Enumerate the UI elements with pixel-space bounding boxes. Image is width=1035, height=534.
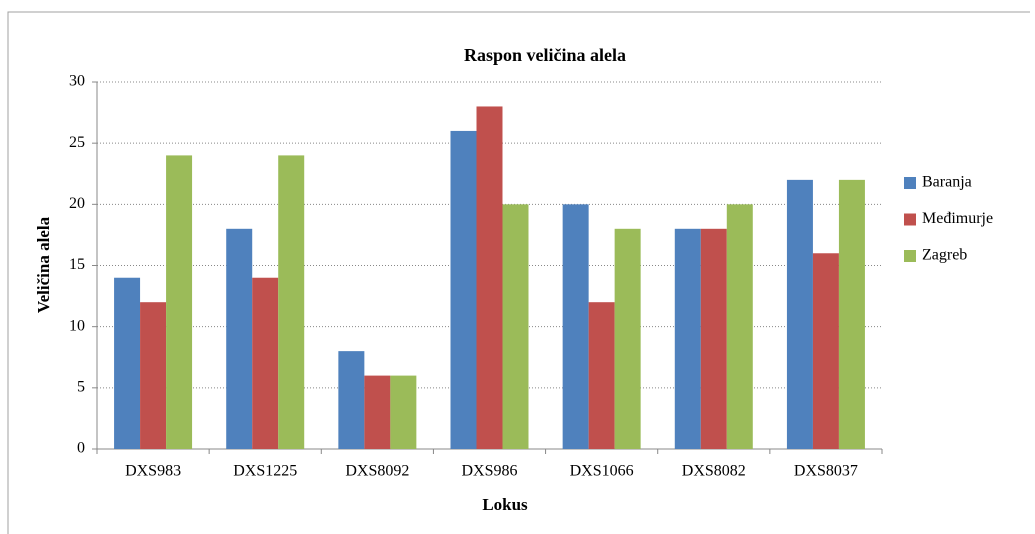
bar: [390, 375, 417, 449]
bar: [364, 375, 391, 449]
y-axis-title: Veličina alela: [34, 216, 53, 313]
bar: [450, 130, 477, 449]
chart-border: [7, 11, 1030, 534]
x-tick-label: DXS986: [461, 463, 517, 480]
y-tick-label: 10: [69, 317, 85, 334]
legend-label: Zagreb: [922, 247, 967, 264]
x-tick-label: DXS8092: [345, 463, 409, 480]
legend-swatch: [904, 177, 916, 189]
bar: [812, 253, 839, 449]
bar: [114, 277, 141, 449]
bar: [476, 106, 503, 449]
legend-label: Međimurje: [922, 210, 993, 227]
x-tick-label: DXS1066: [570, 463, 634, 480]
bar: [226, 228, 253, 449]
y-tick-label: 20: [69, 195, 85, 212]
bar: [838, 179, 865, 449]
legend-swatch: [904, 213, 916, 226]
y-tick-label: 25: [69, 134, 85, 151]
legend-swatch: [904, 250, 916, 262]
x-axis-title: Lokus: [482, 495, 528, 514]
y-tick-label: 0: [77, 440, 85, 457]
bar: [252, 277, 279, 449]
bar: [140, 302, 167, 449]
x-tick-label: DXS1225: [233, 463, 297, 480]
x-tick-label: DXS8082: [682, 463, 746, 480]
bar: [614, 228, 641, 449]
bar: [338, 351, 365, 449]
chart-title: Raspon veličina alela: [464, 45, 626, 65]
y-tick-label: 15: [69, 256, 85, 273]
y-tick-label: 30: [69, 73, 85, 90]
bar: [278, 155, 305, 449]
bar: [786, 179, 813, 449]
bar: [166, 155, 193, 449]
x-tick-label: DXS983: [125, 463, 181, 480]
legend-label: Baranja: [922, 174, 972, 191]
bar: [700, 228, 727, 449]
bar: [562, 204, 589, 449]
x-tick-label: DXS8037: [794, 463, 858, 480]
y-tick-label: 5: [77, 379, 85, 396]
bar: [502, 204, 529, 449]
bar: [674, 228, 701, 449]
bar: [588, 302, 615, 449]
bar: [726, 204, 753, 449]
